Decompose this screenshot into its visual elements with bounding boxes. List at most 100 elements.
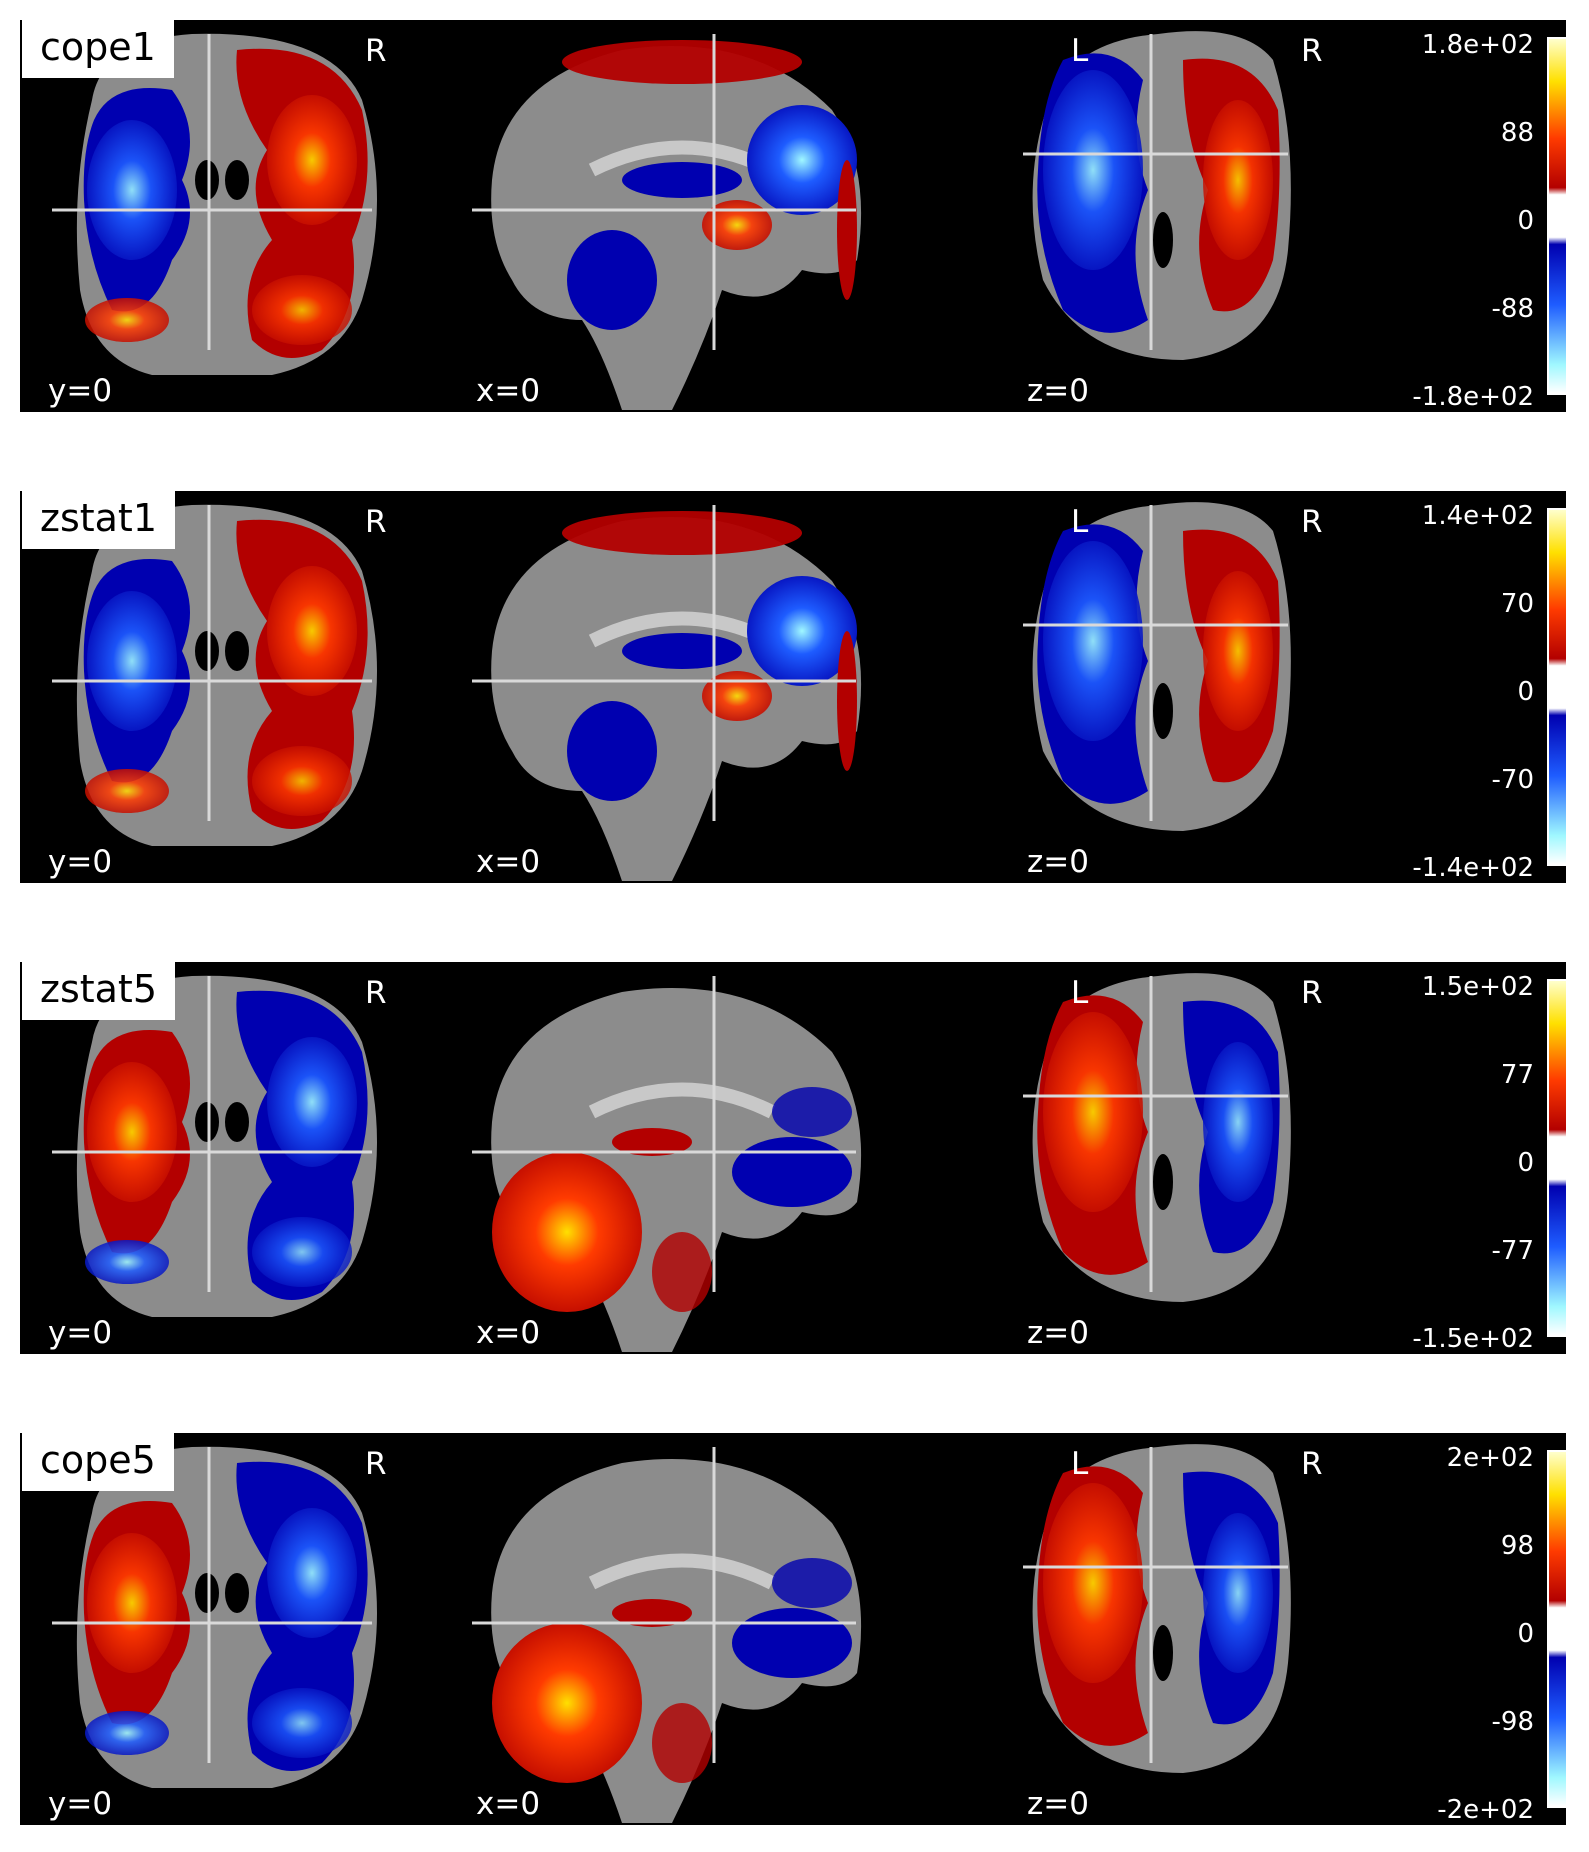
- ventricle: [1153, 683, 1173, 739]
- activation-anterior: [732, 1608, 852, 1678]
- ventricle: [1153, 1625, 1173, 1681]
- colorbar: 1.5e+02 77 0 -77 -1.5e+02: [1400, 962, 1566, 1354]
- activation-thalamus: [612, 1599, 692, 1627]
- axial-cut-label: z=0: [1023, 1314, 1093, 1354]
- activation-superior: [562, 40, 802, 84]
- colorbar-gradient: [1547, 979, 1566, 1337]
- activation-lower-mid: [652, 1703, 712, 1783]
- activation-right-core: [1203, 571, 1273, 731]
- orientation-left-label: L: [1071, 1446, 1089, 1482]
- activation-occipital-edge: [837, 160, 857, 300]
- activation-lower-left: [85, 1240, 169, 1284]
- activation-right-core: [1203, 100, 1273, 260]
- corpus-callosum: [588, 1553, 776, 1590]
- activation-lower-left: [85, 769, 169, 813]
- sagittal-cut-label: x=0: [472, 1314, 545, 1354]
- colorbar: 1.4e+02 70 0 -70 -1.4e+02: [1400, 491, 1566, 883]
- ventricle-right: [225, 1102, 249, 1142]
- colorbar-tick-max: 1.8e+02: [1421, 30, 1534, 60]
- axial-slice-image: [1023, 973, 1291, 1302]
- ventricle-left: [195, 1573, 219, 1613]
- axial-view: z=0 L R: [1023, 20, 1423, 412]
- activation-left-core: [87, 591, 177, 731]
- activation-lower-left: [85, 298, 169, 342]
- colorbar-tick-lower: -88: [1491, 294, 1534, 324]
- colorbar: 2e+02 98 0 -98 -2e+02: [1400, 1433, 1566, 1825]
- coronal-slice-image: [52, 33, 377, 375]
- axial-slice-image: [1023, 1444, 1291, 1773]
- activation-right-core: [1203, 1042, 1273, 1202]
- coronal-view: y=0 R: [32, 20, 432, 412]
- activation-frontal: [702, 671, 772, 721]
- sagittal-view: x=0: [472, 20, 872, 412]
- axial-slice-image: [1023, 502, 1291, 831]
- colorbar-gradient: [1547, 37, 1566, 395]
- panel-title: zstat1: [22, 491, 176, 549]
- panel-title: cope5: [22, 1433, 174, 1491]
- activation-right-core: [267, 566, 357, 696]
- activation-right-core: [267, 1508, 357, 1638]
- panel-title: zstat5: [22, 962, 176, 1020]
- activation-frontal: [702, 200, 772, 250]
- colorbar-tick-min: -1.4e+02: [1412, 853, 1534, 883]
- coronal-cut-label: y=0: [44, 372, 117, 412]
- coronal-slice-image: [52, 1446, 377, 1788]
- corpus-callosum: [588, 1082, 776, 1119]
- sagittal-view: x=0: [472, 962, 872, 1354]
- colorbar-tick-lower: -70: [1491, 765, 1534, 795]
- ventricle: [1153, 212, 1173, 268]
- colorbar-tick-zero: 0: [1517, 206, 1534, 236]
- axial-cut-label: z=0: [1023, 1785, 1093, 1825]
- orientation-right-label: R: [1301, 1446, 1323, 1482]
- coronal-view: y=0 R: [32, 491, 432, 883]
- activation-left-core: [1043, 1012, 1143, 1212]
- activation-left-core: [1043, 70, 1143, 270]
- activation-lower-right: [252, 1217, 352, 1287]
- colorbar-gradient: [1547, 508, 1566, 866]
- activation-cingulate: [622, 162, 742, 198]
- orientation-right-label: R: [365, 33, 387, 69]
- colorbar-tick-zero: 0: [1517, 1619, 1534, 1649]
- sagittal-cut-label: x=0: [472, 843, 545, 883]
- orientation-right-label: R: [365, 504, 387, 540]
- activation-left-core: [1043, 541, 1143, 741]
- sagittal-cut-label: x=0: [472, 1785, 545, 1825]
- axial-cut-label: z=0: [1023, 372, 1093, 412]
- activation-left-core: [87, 1533, 177, 1673]
- ventricle: [1153, 1154, 1173, 1210]
- activation-occipital-edge: [837, 631, 857, 771]
- colorbar-tick-upper: 88: [1500, 118, 1534, 148]
- ventricle-right: [225, 631, 249, 671]
- ventricle-right: [225, 160, 249, 200]
- activation-left-core: [87, 1062, 177, 1202]
- colorbar: 1.8e+02 88 0 -88 -1.8e+02: [1400, 20, 1566, 412]
- coronal-cut-label: y=0: [44, 1785, 117, 1825]
- colorbar-tick-max: 2e+02: [1446, 1443, 1534, 1473]
- coronal-cut-label: y=0: [44, 843, 117, 883]
- activation-lower-right: [252, 1688, 352, 1758]
- orientation-right-label: R: [1301, 33, 1323, 69]
- colorbar-tick-zero: 0: [1517, 677, 1534, 707]
- brain-outline: [491, 46, 862, 410]
- orientation-left-label: L: [1071, 975, 1089, 1011]
- sagittal-slice-image: [472, 976, 862, 1352]
- orientation-left-label: L: [1071, 504, 1089, 540]
- activation-right-core: [267, 95, 357, 225]
- ventricle-left: [195, 1102, 219, 1142]
- axial-view: z=0 L R: [1023, 1433, 1423, 1825]
- activation-lower-mid: [652, 1232, 712, 1312]
- sagittal-slice-image: [472, 505, 862, 881]
- axial-view: z=0 L R: [1023, 962, 1423, 1354]
- activation-left-core: [1043, 1483, 1143, 1683]
- sagittal-view: x=0: [472, 1433, 872, 1825]
- ventricle-left: [195, 160, 219, 200]
- activation-lower-right: [252, 275, 352, 345]
- activation-frontal-blue: [772, 1558, 852, 1608]
- orientation-right-label: R: [1301, 504, 1323, 540]
- activation-cerebellum: [492, 1152, 642, 1312]
- colorbar-tick-zero: 0: [1517, 1148, 1534, 1178]
- colorbar-tick-min: -1.8e+02: [1412, 382, 1534, 412]
